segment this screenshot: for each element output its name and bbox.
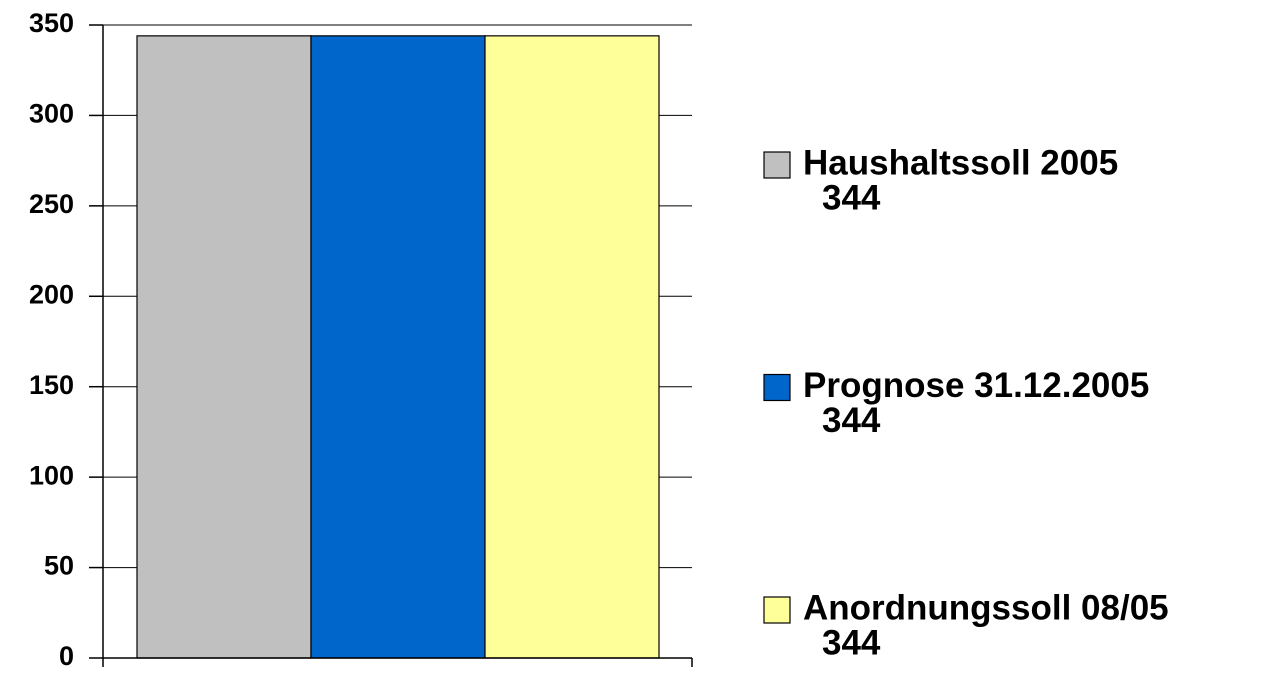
data-label: 344 [822, 178, 881, 217]
legend-swatch [763, 596, 791, 624]
y-tick-label: 250 [29, 189, 74, 219]
legend-label: Anordnungssoll 08/05 [803, 588, 1169, 627]
bar [136, 35, 312, 659]
legend-swatch [763, 373, 791, 402]
y-tick-label: 350 [29, 8, 74, 38]
y-tick-label: 200 [29, 279, 74, 309]
y-tick-label: 50 [44, 551, 74, 581]
bar [310, 35, 486, 659]
legend-label: Prognose 31.12.2005 [803, 366, 1149, 405]
y-tick-label: 0 [59, 641, 74, 671]
data-label: 344 [822, 623, 881, 662]
y-tick-label: 100 [29, 460, 74, 490]
data-label: 344 [822, 401, 881, 440]
y-tick-label: 300 [29, 99, 74, 129]
bar [484, 35, 660, 659]
legend-swatch [763, 151, 791, 179]
legend-label: Haushaltssoll 2005 [803, 143, 1118, 182]
y-tick-label: 150 [29, 370, 74, 400]
